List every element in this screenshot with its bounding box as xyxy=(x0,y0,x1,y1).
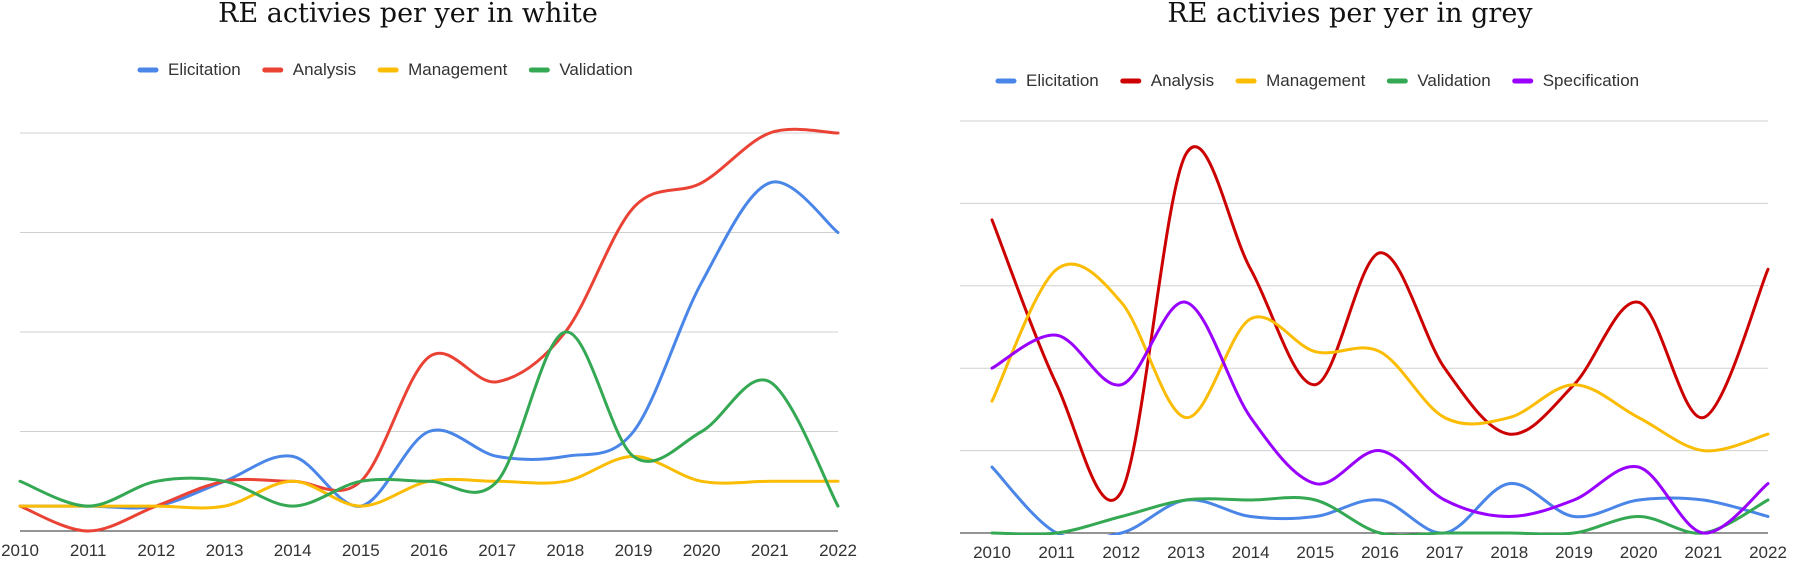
chart-1-x-tick-label: 2012 xyxy=(1102,543,1140,561)
chart-1-title: RE activies per yer in grey xyxy=(1167,0,1533,29)
chart-1-x-tick-label: 2021 xyxy=(1684,543,1722,561)
chart-1-series-analysis[interactable] xyxy=(990,145,1770,502)
chart-0-x-tick-label: 2017 xyxy=(478,541,516,560)
chart-1-x-tick-label: 2015 xyxy=(1296,543,1334,561)
chart-left: RE activies per yer in white Elicitation A… xyxy=(1,0,857,560)
chart-0-x-tick-label: 2011 xyxy=(70,541,107,560)
chart-1-legend-label: Elicitation xyxy=(1026,71,1099,90)
chart-0-title: RE activies per yer in white xyxy=(218,0,598,29)
chart-0-x-tick-label: 2014 xyxy=(274,541,312,560)
chart-0-series-elicitation[interactable] xyxy=(18,180,840,510)
chart-1-x-tick-label: 2014 xyxy=(1232,543,1270,561)
chart-1-legend-label: Analysis xyxy=(1151,71,1214,90)
chart-0-legend-item-elicitation[interactable]: Elicitation xyxy=(137,60,241,79)
chart-0-x-tick-label: 2018 xyxy=(546,541,584,560)
chart-0-legend-item-management[interactable]: Management xyxy=(377,60,508,79)
chart-0-legend-label: Elicitation xyxy=(168,60,241,79)
chart-1-x-tick-label: 2018 xyxy=(1490,543,1528,561)
chart-1-legend-label: Specification xyxy=(1543,71,1639,90)
chart-1-x-tick-label: 2019 xyxy=(1555,543,1593,561)
chart-1-x-tick-label: 2010 xyxy=(973,543,1011,561)
chart-1-legend-label: Validation xyxy=(1417,71,1490,90)
chart-1-legend-item-management[interactable]: Management xyxy=(1235,71,1366,90)
chart-0-x-tick-label: 2015 xyxy=(342,541,380,560)
chart-0-x-tick-label: 2012 xyxy=(137,541,175,560)
chart-1-series-management[interactable] xyxy=(990,262,1770,453)
chart-1-x-tick-label: 2020 xyxy=(1620,543,1658,561)
chart-0-x-tick-label: 2010 xyxy=(1,541,39,560)
chart-0-x-tick-label: 2021 xyxy=(751,541,789,560)
chart-0-series-validation[interactable] xyxy=(18,330,840,508)
chart-1-legend-item-specification[interactable]: Specification xyxy=(1512,71,1639,90)
chart-0-legend-item-validation[interactable]: Validation xyxy=(528,60,633,79)
chart-0-x-tick-label: 2016 xyxy=(410,541,448,560)
chart-0-x-tick-label: 2013 xyxy=(206,541,244,560)
chart-1-series-specification[interactable] xyxy=(990,300,1770,535)
chart-1-x-tick-label: 2013 xyxy=(1167,543,1205,561)
chart-0-legend-label: Analysis xyxy=(293,60,356,79)
chart-1-series-validation[interactable] xyxy=(990,496,1770,536)
chart-1-legend-label: Management xyxy=(1266,71,1366,90)
chart-0-x-tick-label: 2020 xyxy=(683,541,721,560)
chart-1-x-tick-label: 2017 xyxy=(1426,543,1464,561)
chart-1-series-elicitation[interactable] xyxy=(990,465,1770,539)
chart-1-legend-item-analysis[interactable]: Analysis xyxy=(1120,71,1214,90)
chart-0-x-tick-label: 2022 xyxy=(819,541,857,560)
chart-1-legend-item-validation[interactable]: Validation xyxy=(1386,71,1491,90)
chart-right: RE activies per yer in grey Elicitation An… xyxy=(960,0,1787,561)
chart-0-legend-label: Management xyxy=(408,60,508,79)
chart-0-x-tick-label: 2019 xyxy=(615,541,653,560)
chart-1-x-tick-label: 2016 xyxy=(1361,543,1399,561)
chart-1-x-tick-label: 2011 xyxy=(1038,543,1075,561)
chart-1-legend-item-elicitation[interactable]: Elicitation xyxy=(995,71,1099,90)
chart-0-series-analysis[interactable] xyxy=(18,127,840,533)
chart-1-x-tick-label: 2022 xyxy=(1749,543,1787,561)
chart-0-legend-label: Validation xyxy=(559,60,632,79)
chart-0-legend-item-analysis[interactable]: Analysis xyxy=(262,60,356,79)
